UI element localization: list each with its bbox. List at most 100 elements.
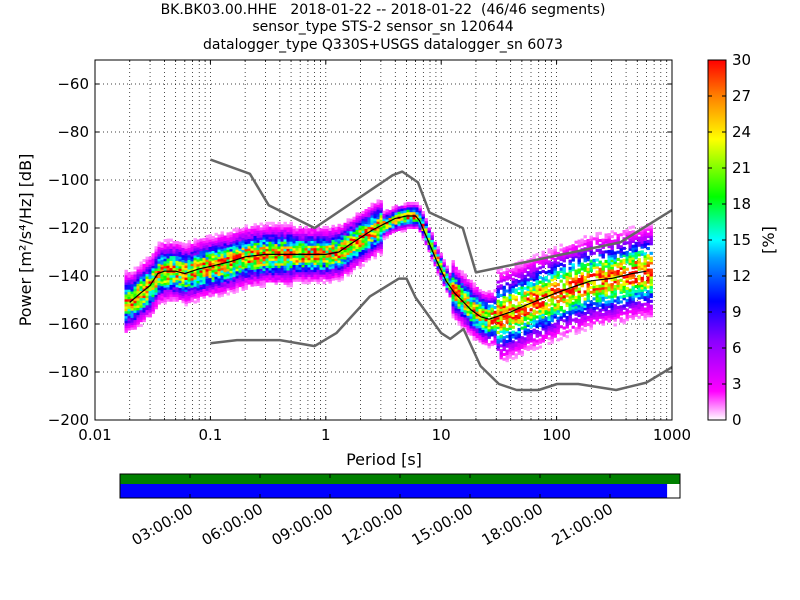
psd-cell [529,293,533,297]
psd-cell [631,292,635,296]
psd-cell [280,279,284,283]
psd-cell [328,278,332,282]
psd-cell [628,274,632,278]
psd-cell [445,287,449,291]
psd-cell [232,269,236,273]
psd-cell [265,269,269,273]
psd-cell [193,262,197,266]
psd-cell [607,285,611,289]
psd-cell [214,240,218,244]
psd-cell [148,278,152,282]
psd-cell [481,341,485,345]
psd-cell [247,245,251,249]
psd-cell [406,225,410,229]
psd-cell [538,287,542,291]
psd-cell [142,287,146,291]
psd-cell [133,307,137,311]
psd-cell [280,226,284,230]
psd-cell [412,225,416,229]
psd-cell [484,320,488,324]
psd-cell [409,223,413,227]
psd-cell [499,353,503,357]
psd-cell [304,240,308,244]
psd-cell [277,277,281,281]
psd-cell [166,296,170,300]
psd-cell [622,266,626,270]
psd-cell [556,319,560,323]
psd-cell [295,266,299,270]
psd-cell [220,269,224,273]
psd-cell [352,257,356,261]
psd-cell [574,247,578,251]
psd-cell [457,293,461,297]
psd-cell [373,210,377,214]
psd-cell [358,239,362,243]
psd-cell [619,310,623,314]
psd-cell [577,297,581,301]
psd-cell [268,269,272,273]
psd-cell [244,241,248,245]
psd-cell [409,201,413,205]
psd-cell [136,295,140,299]
psd-cell [358,265,362,269]
psd-cell [424,220,428,224]
psd-cell [628,295,632,299]
y-tick-label: −180 [48,363,89,381]
psd-cell [199,281,203,285]
psd-cell [538,307,542,311]
psd-cell [292,235,296,239]
psd-cell [625,298,629,302]
psd-cell [262,279,266,283]
psd-cell [196,297,200,301]
psd-cell [532,302,536,306]
psd-cell [148,287,152,291]
psd-cell [577,318,581,322]
psd-cell [427,244,431,248]
psd-cell [235,263,239,267]
psd-cell [331,263,335,267]
psd-cell [487,311,491,315]
psd-cell [538,266,542,270]
psd-cell [547,248,551,252]
psd-cell [163,301,167,305]
psd-cell [370,212,374,216]
psd-cell [583,256,587,260]
psd-cell [217,234,221,238]
psd-cell [268,272,272,276]
psd-cell [520,319,524,323]
psd-cell [253,280,257,284]
psd-cell [520,338,524,342]
psd-cell [484,303,488,307]
psd-cell [466,331,470,335]
psd-cell [457,272,461,276]
psd-cell [502,326,506,330]
psd-cell [316,233,320,237]
psd-cell [568,281,572,285]
psd-cell [139,273,143,277]
psd-cell [505,296,509,300]
psd-cell [160,271,164,275]
psd-cell [316,273,320,277]
psd-cell [631,302,635,306]
colorbar-tick-label: 6 [732,339,742,357]
psd-cell [535,272,539,276]
psd-cell [571,265,575,269]
psd-cell [127,298,131,302]
psd-cell [349,218,353,222]
psd-cell [622,321,626,325]
psd-cell [295,254,299,258]
psd-cell [229,234,233,238]
psd-cell [403,221,407,225]
psd-cell [493,327,497,331]
psd-cell [583,328,587,332]
psd-cell [646,273,650,277]
psd-cell [301,259,305,263]
psd-cell [598,296,602,300]
psd-cell [340,260,344,264]
psd-cell [649,285,653,289]
psd-cell [646,302,650,306]
psd-cell [556,304,560,308]
psd-cell [196,268,200,272]
psd-cell [586,241,590,245]
psd-cell [610,283,614,287]
